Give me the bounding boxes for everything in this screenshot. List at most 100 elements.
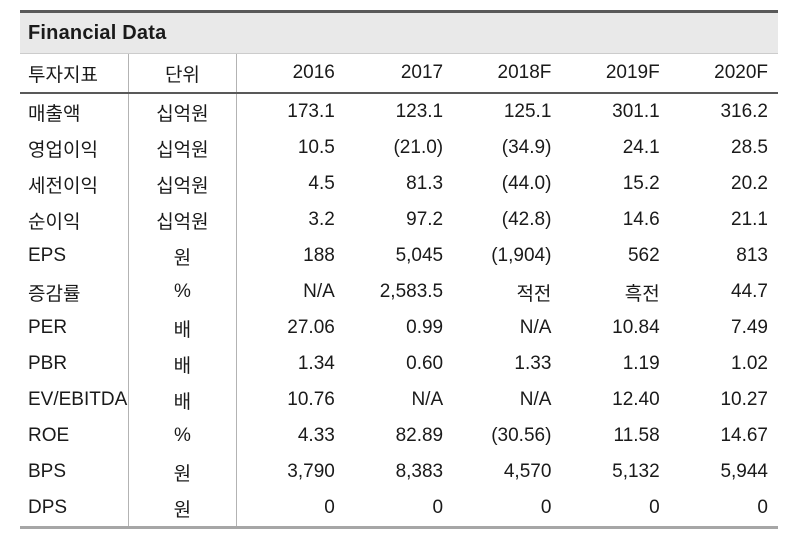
value-cell: 27.06: [287, 317, 335, 338]
value-cell: 4,570: [503, 461, 552, 482]
value-cell: 10.27: [720, 389, 768, 410]
value-cell: 24.1: [622, 137, 660, 158]
value-cell: 813: [736, 245, 768, 266]
indicator-cell: EV/EBITDA: [20, 382, 129, 418]
value-cell: 20.2: [731, 173, 768, 194]
unit-cell: %: [128, 274, 238, 310]
table-row: 매출액 십억원 173.1 123.1 125.1 301.1 316.2: [20, 93, 778, 130]
value-cell: (42.8): [501, 209, 552, 230]
value-cell: 0: [324, 497, 335, 518]
value-cell: 3,790: [287, 461, 335, 482]
unit-cell: 배: [128, 382, 238, 418]
value-cell: (21.0): [393, 137, 444, 158]
value-cell: N/A: [303, 281, 335, 302]
indicator-cell: EPS: [20, 238, 129, 274]
value-cell: 적전: [516, 283, 552, 305]
value-cell: 7.49: [731, 317, 768, 338]
value-cell: (34.9): [501, 137, 552, 158]
value-cell: 173.1: [287, 101, 335, 122]
value-cell: 5,045: [395, 245, 444, 266]
table-row: 순이익 십억원 3.2 97.2 (42.8) 14.6 21.1: [20, 202, 778, 238]
indicator-cell: ROE: [20, 418, 129, 454]
value-cell: 14.6: [622, 209, 660, 230]
col-header-2019f: 2019F: [561, 53, 670, 94]
value-cell: 1.34: [297, 353, 335, 374]
value-cell: 82.89: [395, 425, 444, 446]
table-row: DPS 원 0 0 0 0 0: [20, 490, 778, 528]
table-row: BPS 원 3,790 8,383 4,570 5,132 5,944: [20, 454, 778, 490]
value-cell: 흑전: [624, 283, 660, 305]
value-cell: 0.99: [406, 317, 444, 338]
unit-cell: 원: [128, 454, 238, 490]
unit-cell: 십억원: [128, 130, 238, 166]
table-row: ROE% 4.33 82.89 (30.56) 11.58 14.67: [20, 418, 778, 454]
table-title: Financial Data: [20, 11, 778, 54]
indicator-cell: PBR: [20, 346, 129, 382]
value-cell: 0: [649, 497, 660, 518]
table-row: PBR 배 1.34 0.60 1.33 1.19 1.02: [20, 346, 778, 382]
table-row: PER 배 27.06 0.99 N/A 10.84 7.49: [20, 310, 778, 346]
table-header-row: 투자지표 단위 2016 2017 2018F 2019F 2020F: [20, 53, 778, 94]
financial-data-table: Financial Data 투자지표 단위 2016 2017 2018F 2…: [20, 10, 778, 529]
unit-cell: 십억원: [128, 93, 238, 130]
indicator-cell: 세전이익: [20, 166, 129, 202]
value-cell: 10.5: [297, 137, 335, 158]
indicator-cell: 순이익: [20, 202, 129, 238]
value-cell: 562: [627, 245, 660, 266]
indicator-cell: 매출액: [20, 93, 129, 130]
indicator-cell: PER: [20, 310, 129, 346]
col-header-2016: 2016: [236, 53, 345, 94]
value-cell: (44.0): [501, 173, 552, 194]
value-cell: 1.19: [622, 353, 660, 374]
value-cell: 188: [303, 245, 335, 266]
value-cell: 10.76: [287, 389, 335, 410]
table-row: 세전이익 십억원 4.5 81.3 (44.0) 15.2 20.2: [20, 166, 778, 202]
value-cell: 1.33: [514, 353, 552, 374]
value-cell: N/A: [519, 317, 552, 338]
value-cell: 301.1: [612, 101, 660, 122]
value-cell: 11.58: [613, 425, 660, 446]
value-cell: 123.1: [395, 101, 444, 122]
table-row: 영업이익 십억원 10.5 (21.0) (34.9) 24.1 28.5: [20, 130, 778, 166]
value-cell: 1.02: [731, 353, 768, 374]
value-cell: 8,383: [395, 461, 444, 482]
value-cell: 0.60: [406, 353, 444, 374]
col-header-2017: 2017: [344, 53, 454, 94]
table-title-row: Financial Data: [20, 11, 778, 54]
value-cell: 3.2: [308, 209, 335, 230]
table-row: EPS 원 188 5,045 (1,904) 562 813: [20, 238, 778, 274]
value-cell: 0: [432, 497, 444, 518]
value-cell: 10.84: [612, 317, 660, 338]
indicator-cell: 영업이익: [20, 130, 129, 166]
col-header-2018f: 2018F: [453, 53, 562, 94]
value-cell: 0: [540, 497, 552, 518]
value-cell: 12.40: [612, 389, 660, 410]
value-cell: 81.3: [406, 173, 444, 194]
indicator-cell: 증감률: [20, 274, 129, 310]
value-cell: (1,904): [491, 245, 552, 266]
col-header-unit: 단위: [128, 53, 238, 94]
value-cell: 2,583.5: [379, 281, 444, 302]
table-row: 증감률% N/A 2,583.5 적전 흑전 44.7: [20, 274, 778, 310]
indicator-cell: DPS: [20, 490, 129, 528]
col-header-indicator: 투자지표: [20, 53, 129, 94]
value-cell: 5,944: [720, 461, 768, 482]
unit-cell: 원: [128, 238, 238, 274]
value-cell: 97.2: [406, 209, 444, 230]
value-cell: 4.5: [308, 173, 335, 194]
value-cell: 125.1: [503, 101, 552, 122]
value-cell: (30.56): [491, 425, 552, 446]
value-cell: N/A: [519, 389, 552, 410]
indicator-cell: BPS: [20, 454, 129, 490]
value-cell: 28.5: [731, 137, 768, 158]
unit-cell: 배: [128, 346, 238, 382]
unit-cell: 십억원: [128, 202, 238, 238]
value-cell: 0: [757, 497, 768, 518]
value-cell: N/A: [411, 389, 444, 410]
unit-cell: 십억원: [128, 166, 238, 202]
table-body: 매출액 십억원 173.1 123.1 125.1 301.1 316.2 영업이익 십억원 10…: [20, 93, 778, 528]
value-cell: 15.2: [622, 173, 660, 194]
unit-cell: %: [128, 418, 238, 454]
table-row: EV/EBITDA 배 10.76 N/A N/A 12.40 10.27: [20, 382, 778, 418]
